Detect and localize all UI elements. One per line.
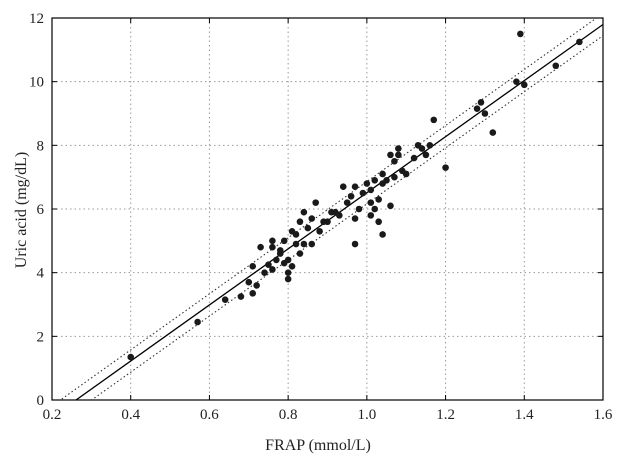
- data-point: [351, 215, 359, 222]
- data-point: [308, 215, 316, 222]
- data-point: [359, 189, 367, 197]
- data-point: [481, 110, 489, 117]
- y-tick-label: 12: [29, 11, 44, 27]
- data-point: [288, 263, 296, 270]
- data-point: [300, 240, 308, 248]
- data-point: [402, 170, 410, 178]
- data-point: [442, 164, 449, 171]
- data-point: [430, 116, 438, 124]
- data-point: [513, 78, 520, 85]
- data-point: [292, 231, 300, 238]
- data-point: [375, 218, 382, 226]
- data-point: [371, 177, 379, 184]
- data-point: [312, 199, 319, 206]
- data-point: [477, 99, 485, 106]
- data-point: [296, 250, 304, 257]
- data-point: [284, 269, 292, 276]
- data-point: [395, 145, 402, 152]
- x-tick-label: 0.8: [279, 407, 298, 423]
- data-point: [387, 202, 394, 210]
- data-point: [265, 261, 272, 269]
- data-point: [296, 218, 304, 226]
- data-point: [221, 296, 229, 304]
- data-point: [489, 129, 497, 136]
- y-tick-label: 2: [37, 329, 45, 345]
- data-point: [576, 38, 583, 46]
- data-point: [249, 263, 257, 270]
- data-point: [395, 151, 402, 159]
- y-tick-label: 10: [29, 75, 44, 91]
- ci-lower-line: [90, 35, 603, 400]
- data-point: [324, 218, 331, 226]
- data-point: [355, 205, 363, 213]
- data-point: [410, 154, 418, 162]
- points-layer: [127, 30, 583, 361]
- x-tick-label: 0.2: [43, 407, 62, 423]
- data-point: [520, 81, 528, 89]
- y-tick-label: 4: [37, 266, 45, 282]
- data-point: [391, 157, 398, 165]
- data-point: [379, 231, 386, 238]
- x-tick-label: 1.6: [594, 407, 613, 423]
- data-point: [347, 192, 355, 200]
- data-point: [269, 243, 276, 251]
- x-axis-title: FRAP (mmol/L): [265, 437, 371, 454]
- data-point: [383, 177, 390, 184]
- data-point: [517, 30, 524, 38]
- data-point: [343, 199, 351, 206]
- data-point: [379, 170, 386, 178]
- data-point: [194, 318, 201, 326]
- axes-layer: 0.2 0.4 0.6 0.8 1.0 1.2 1.4 1.6 0 2 4 6 8 10 12: [29, 11, 613, 423]
- data-point: [273, 256, 280, 264]
- data-point: [276, 247, 284, 254]
- grid-layer: [52, 18, 603, 400]
- data-point: [308, 240, 316, 248]
- x-tick-label: 0.4: [121, 407, 140, 423]
- x-tick-label: 1.0: [357, 407, 376, 423]
- data-point: [363, 180, 371, 187]
- data-point: [367, 212, 375, 219]
- data-point: [304, 224, 312, 232]
- y-axis-title: Uric acid (mg/dL): [13, 152, 30, 268]
- data-point: [127, 353, 135, 361]
- x-tick-label: 1.2: [436, 407, 455, 423]
- y-tick-label: 6: [37, 202, 45, 218]
- data-point: [351, 240, 359, 248]
- data-point: [249, 290, 257, 297]
- data-point: [316, 227, 323, 235]
- data-point: [292, 240, 300, 248]
- data-point: [391, 173, 398, 181]
- data-point: [269, 266, 276, 273]
- x-tick-label: 0.6: [200, 407, 219, 423]
- data-point: [473, 105, 481, 113]
- data-point: [284, 275, 292, 283]
- ci-upper-line: [59, 18, 598, 400]
- data-point: [375, 196, 382, 203]
- data-point: [418, 145, 426, 152]
- data-point: [253, 282, 260, 289]
- data-point: [339, 183, 347, 191]
- data-point: [422, 151, 430, 159]
- data-point: [387, 151, 394, 159]
- data-point: [300, 208, 308, 216]
- data-point: [237, 293, 245, 300]
- data-point: [552, 62, 560, 70]
- data-point: [336, 212, 343, 219]
- data-point: [367, 199, 375, 206]
- x-tick-label: 1.4: [515, 407, 534, 423]
- data-point: [351, 183, 359, 191]
- data-point: [261, 269, 268, 276]
- data-point: [245, 278, 253, 286]
- data-point: [269, 237, 276, 245]
- y-tick-label: 8: [37, 138, 45, 154]
- data-point: [257, 243, 264, 251]
- data-point: [367, 186, 375, 194]
- data-point: [371, 205, 379, 213]
- data-point: [280, 237, 288, 245]
- data-point: [284, 256, 292, 264]
- y-tick-label: 0: [37, 393, 45, 409]
- data-point: [426, 142, 434, 149]
